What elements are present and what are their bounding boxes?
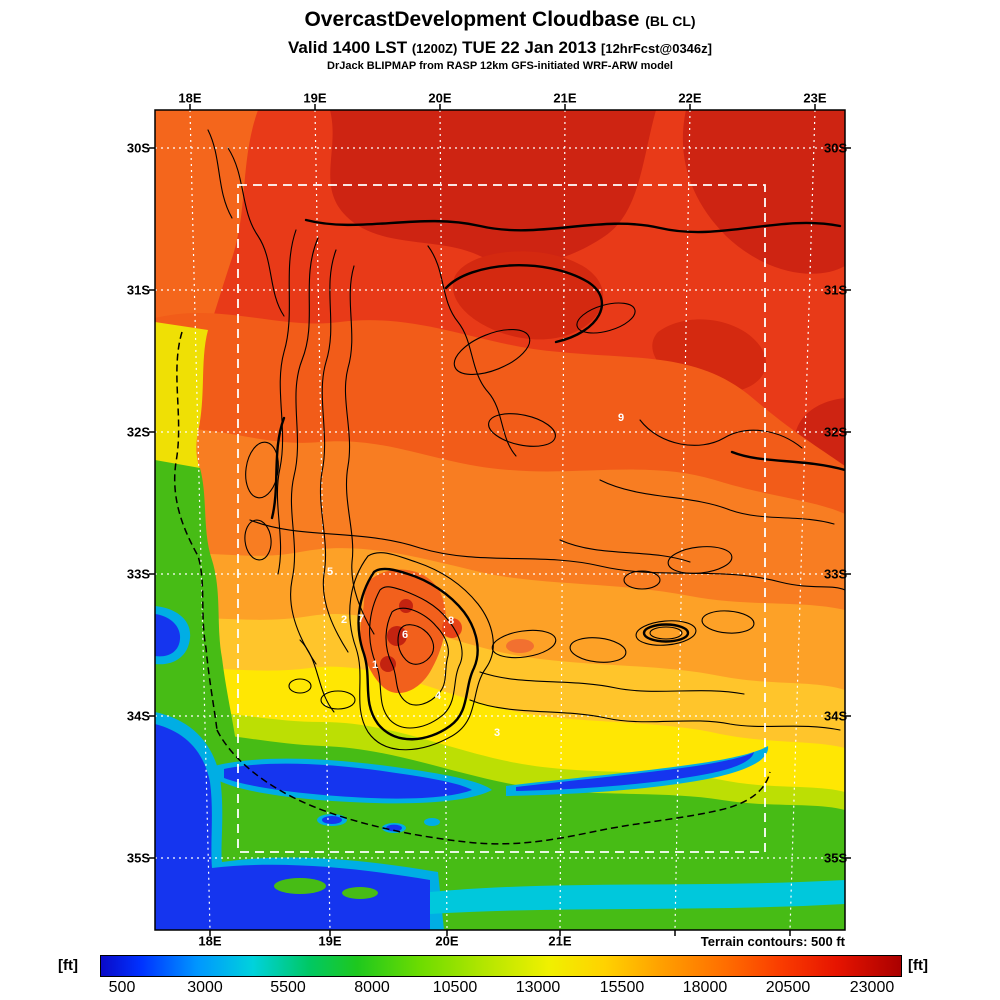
terrain-contours-bold <box>270 218 845 741</box>
valid-prefix: Valid 1400 LST <box>288 38 408 57</box>
plot-frame <box>154 109 846 931</box>
contour-label: 7 <box>357 613 365 625</box>
colorbar-unit-left: [ft] <box>58 957 78 974</box>
colorbar-tick: 500 <box>108 979 136 996</box>
colorbar-tick: 3000 <box>187 979 223 996</box>
contour-label: 4 <box>434 690 442 702</box>
cloudbase-field-fill <box>155 110 845 930</box>
left-axis-label-30s: 30S <box>126 140 150 156</box>
contour-label: 2 <box>340 614 348 626</box>
top-axis-label-21e: 21E <box>553 90 577 106</box>
right-axis-label-31s: 31S <box>824 282 848 298</box>
left-axis-label-32s: 32S <box>126 424 150 440</box>
contour-label: 3 <box>493 727 501 739</box>
colorbar-tick: 13000 <box>515 979 561 996</box>
right-axis-label-35s: 35S <box>824 850 848 866</box>
coastline-dashed-contour <box>174 331 771 845</box>
valid-time-line: Valid 1400 LST (1200Z) TUE 22 Jan 2013 [… <box>0 38 1000 58</box>
bottom-axis-label-18e: 18E <box>198 933 222 949</box>
top-axis-label-18e: 18E <box>178 90 202 106</box>
left-axis-label-31s: 31S <box>126 282 150 298</box>
page-title-line: OvercastDevelopment Cloudbase (BL CL) <box>0 8 1000 32</box>
colorbar-tick: 5500 <box>270 979 306 996</box>
contour-label: 1 <box>371 659 379 671</box>
colorbar-tick: 18000 <box>682 979 728 996</box>
colorbar-tick: 8000 <box>354 979 390 996</box>
top-axis-label-23e: 23E <box>803 90 827 106</box>
model-attribution: DrJack BLIPMAP from RASP 12km GFS-initia… <box>327 60 673 72</box>
left-axis-label-35s: 35S <box>126 850 150 866</box>
top-axis-label-19e: 19E <box>303 90 327 106</box>
contour-label: 9 <box>617 412 625 424</box>
title-parameter-tag: (BL CL) <box>645 13 696 29</box>
colorbar-tick: 23000 <box>849 979 895 996</box>
colorbar-tick: 15500 <box>599 979 645 996</box>
colorbar-unit-right: [ft] <box>908 957 928 974</box>
colorbar-tick: 20500 <box>765 979 811 996</box>
latlon-grid <box>155 110 845 930</box>
contour-label: 5 <box>326 566 334 578</box>
valid-date: TUE 22 Jan 2013 <box>462 38 597 57</box>
colorbar <box>100 955 902 977</box>
axis-ticks <box>149 104 851 936</box>
colorbar-tick: 10500 <box>432 979 478 996</box>
bottom-axis-label-21e: 21E <box>548 933 572 949</box>
top-axis-label-22e: 22E <box>678 90 702 106</box>
terrain-contour-note: Terrain contours: 500 ft <box>700 934 845 949</box>
top-axis-label-20e: 20E <box>428 90 452 106</box>
page-title: OvercastDevelopment Cloudbase <box>304 8 640 31</box>
valid-zulu: (1200Z) <box>411 41 458 56</box>
right-axis-label-32s: 32S <box>824 424 848 440</box>
model-domain-box <box>237 184 766 853</box>
left-axis-label-33s: 33S <box>126 566 150 582</box>
bottom-axis-label-19e: 19E <box>318 933 342 949</box>
right-axis-label-33s: 33S <box>824 566 848 582</box>
terrain-contours <box>207 129 845 751</box>
right-axis-label-30s: 30S <box>824 140 848 156</box>
valid-forecast-tag: [12hrFcst@0346z] <box>601 41 712 56</box>
contour-label: 8 <box>447 615 455 627</box>
left-axis-label-34s: 34S <box>126 708 150 724</box>
right-axis-label-34s: 34S <box>824 708 848 724</box>
bottom-axis-label-20e: 20E <box>435 933 459 949</box>
contour-label: 6 <box>401 629 409 641</box>
